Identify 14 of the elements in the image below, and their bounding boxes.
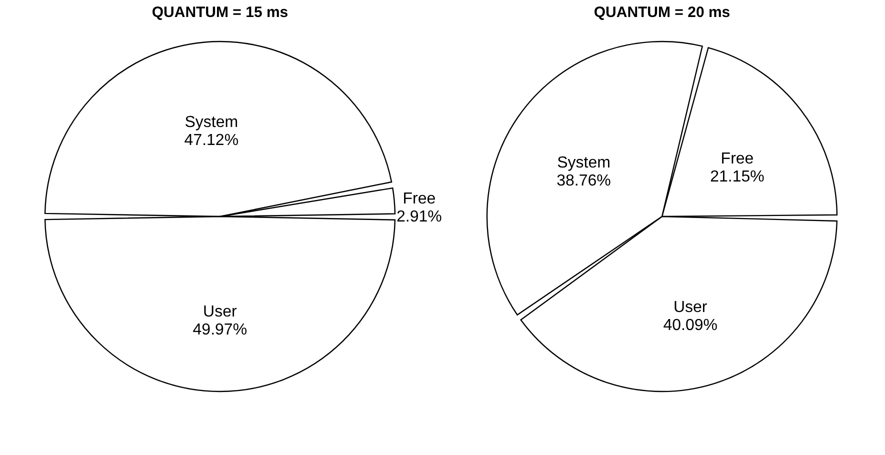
data-label: 21.15% bbox=[710, 168, 764, 186]
chart-title: QUANTUM = 20 ms bbox=[594, 4, 730, 21]
data-label: 2.91% bbox=[396, 208, 442, 226]
slice-label: System bbox=[557, 154, 610, 172]
slice-label: User bbox=[203, 304, 238, 320]
data-label: 40.09% bbox=[663, 317, 718, 334]
data-label: 38.76% bbox=[556, 172, 611, 190]
slice-label: User bbox=[673, 299, 708, 316]
data-label: 49.97% bbox=[192, 322, 248, 338]
slice-label: System bbox=[184, 114, 238, 131]
slice-label: Free bbox=[720, 150, 754, 168]
chart-title: QUANTUM = 15 ms bbox=[152, 4, 288, 21]
slice-label: Free bbox=[402, 190, 436, 208]
data-label: 47.12% bbox=[184, 132, 239, 149]
